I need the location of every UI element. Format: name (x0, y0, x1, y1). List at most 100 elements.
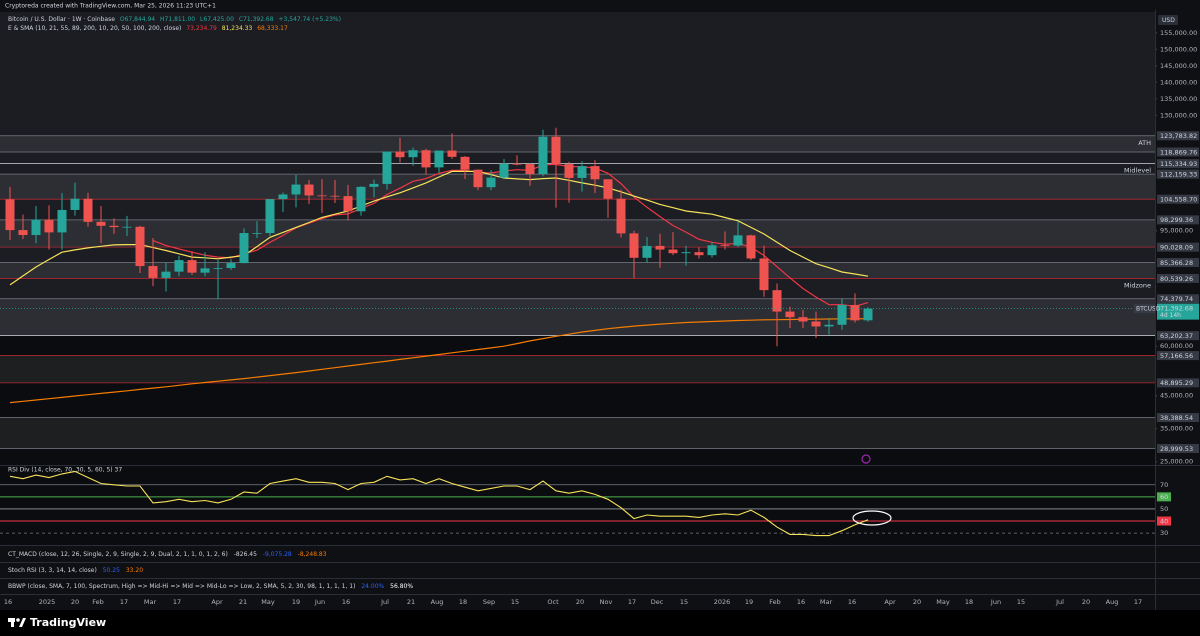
x-tick-label: Mar (144, 598, 157, 606)
candle-body (590, 166, 600, 180)
ohlc-high: H71,811.00 (160, 16, 195, 23)
candle-body (31, 219, 41, 236)
x-tick-label: Feb (92, 598, 104, 606)
candle-body (70, 198, 80, 210)
currency[interactable]: USD (1162, 17, 1175, 24)
y-tick-label: 30 (1160, 529, 1168, 537)
candle-body (200, 268, 210, 273)
candle-body (525, 164, 535, 174)
candle-body (850, 304, 860, 321)
logo (8, 618, 26, 627)
ohlc-open: O67,844.94 (120, 16, 155, 23)
x-tick-label: 21 (239, 598, 247, 606)
zone (0, 174, 1155, 200)
stoch-legend: Stoch RSI (3, 3, 14, 14, close) 50.25 33… (8, 567, 143, 574)
candle-body (499, 163, 509, 178)
candle-body (512, 163, 522, 165)
candle-body (135, 226, 145, 267)
candle-body (239, 233, 249, 264)
level-label: 38,388.54 (1160, 414, 1193, 422)
ohlc-low: L67,425.00 (200, 16, 234, 23)
zone (0, 298, 1155, 336)
level-label-box (1157, 351, 1199, 361)
y-tick-label: 135,000.00 (1160, 95, 1197, 103)
symbol-tag-box (1134, 304, 1155, 314)
last-price-label: 71,392.68 (1160, 305, 1193, 313)
stoch-value: 33.20 (126, 567, 143, 574)
candle-body (551, 136, 561, 165)
rsi-title: RSI Div (14, close, 70, 30, 5, 60, 5) 37 (8, 467, 122, 474)
zone (0, 219, 1155, 248)
x-tick-label: 18 (965, 598, 973, 606)
level-label-box (1157, 378, 1199, 388)
x-tick-label: Oct (547, 598, 559, 606)
x-tick-label: 16 (848, 598, 856, 606)
candle-body (382, 151, 392, 184)
candle-body (798, 317, 808, 322)
x-tick-label: 21 (407, 598, 415, 606)
level-label: 123,783.82 (1160, 132, 1197, 140)
y-tick-label: 60,000.00 (1160, 342, 1193, 350)
candle-body (187, 260, 197, 273)
level-tag: Midlevel (1124, 167, 1151, 175)
level-label: 63,202.37 (1160, 332, 1193, 340)
y-tick-label: 50 (1160, 505, 1168, 513)
candle-body (694, 252, 704, 256)
x-tick-label: Dec (651, 598, 664, 606)
x-tick-label: 16 (4, 598, 12, 606)
x-tick-label: Aug (431, 598, 444, 606)
candle-body (759, 258, 769, 291)
level-label: 98,299.36 (1160, 216, 1193, 224)
candle-body (707, 245, 717, 256)
zone (0, 135, 1155, 152)
x-tick-label: 18 (459, 598, 467, 606)
logo-part (11, 618, 14, 627)
level-label-box (1157, 294, 1199, 304)
candle-body (213, 268, 223, 269)
level-label: 118,869.76 (1160, 148, 1197, 156)
x-tick-label: 20 (71, 598, 79, 606)
y-tick-label: 145,000.00 (1160, 62, 1197, 70)
x-tick-label: May (261, 598, 275, 606)
level-label: 48,895.29 (1160, 379, 1193, 387)
y-tick-label: 140,000.00 (1160, 78, 1197, 86)
level-label-box (1157, 159, 1199, 169)
logo-part (16, 618, 20, 622)
candle-body (642, 245, 652, 258)
candle-body (252, 233, 262, 234)
stoch-value: 50.25 (103, 567, 120, 574)
candle-body (291, 184, 301, 195)
event-icon (861, 454, 871, 464)
rsi-line (9, 470, 869, 537)
candle-body (395, 151, 405, 158)
candle-body (434, 150, 444, 168)
candle-body (83, 198, 93, 222)
candle-body (473, 169, 483, 188)
candle-body (5, 199, 15, 231)
annotation-circle (852, 510, 892, 526)
x-tick-label: Jul (1055, 598, 1064, 606)
candle-body (161, 271, 171, 278)
y-tick-label: 95,000.00 (1160, 227, 1193, 235)
countdown: 4d 14h (1160, 312, 1181, 319)
x-tick-label: 15 (680, 598, 688, 606)
symbol-tag: BTCUSD (1136, 305, 1161, 312)
ohlc-close: C71,392.68 (239, 16, 274, 23)
currency-box[interactable] (1158, 15, 1178, 25)
macd-legend: CT_MACD (close, 12, 26, Single, 2, 9, Si… (8, 551, 327, 558)
candle-body (577, 166, 587, 178)
x-tick-label: Feb (769, 598, 781, 606)
candle-body (720, 245, 730, 247)
zone (0, 262, 1155, 279)
y-tick-label: 60 (1160, 493, 1168, 501)
x-tick-label: 17 (173, 598, 181, 606)
level-label: 104,558.70 (1160, 196, 1197, 204)
level-label-box (1157, 215, 1199, 225)
candle-body (538, 136, 548, 174)
bbwp-legend: BBWP (close, SMA, 7, 100, Spectrum, High… (8, 583, 413, 590)
candle-body (655, 245, 665, 250)
candle-body (96, 221, 106, 226)
level-label-box (1157, 258, 1199, 268)
level-label-box (1157, 273, 1199, 283)
